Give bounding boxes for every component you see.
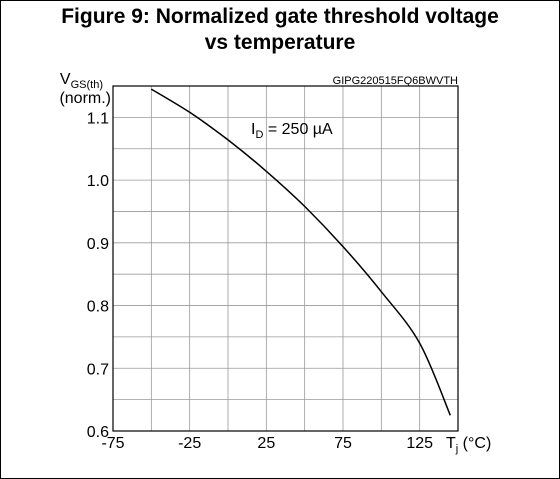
y-tick-label: 0.9 — [87, 236, 109, 253]
annotation-value: = 250 µA — [263, 121, 333, 138]
y-tick-label: 0.8 — [87, 299, 109, 316]
x-tick-label: 25 — [257, 435, 275, 452]
figure-title-line1: Figure 9: Normalized gate threshold volt… — [61, 5, 499, 28]
x-axis-label: Tj (°C) — [446, 435, 491, 455]
annotation-main: I — [251, 121, 255, 138]
y-tick-label: 0.6 — [87, 424, 109, 441]
data-series-line — [150, 88, 451, 416]
tick-labels: -75 -25 25 75 125 0.6 0.7 0.8 0.9 1.0 1.1 — [87, 110, 433, 452]
x-tick-label: 75 — [334, 435, 352, 452]
y-tick-label: 1.0 — [87, 173, 109, 190]
y-axis-label-units: (norm.) — [59, 90, 111, 107]
x-tick-label: 125 — [406, 435, 433, 452]
x-axis-label-unit: (°C) — [458, 435, 491, 452]
x-axis-label-main: T — [446, 435, 456, 452]
annotation-subscript: D — [255, 129, 263, 141]
y-axis-label: VGS(th) — [60, 71, 103, 91]
y-axis-label-main: V — [60, 71, 71, 88]
figure-title-line2: vs temperature — [204, 31, 356, 54]
figure-code: GIPG220515FQ6BWVTH — [333, 75, 458, 87]
plot-border — [112, 85, 459, 432]
test-condition-annotation: ID = 250 µA — [251, 121, 333, 141]
x-tick-label: -75 — [101, 435, 124, 452]
figure-title: Figure 9: Normalized gate threshold volt… — [0, 4, 560, 56]
x-tick-label: -25 — [178, 435, 201, 452]
y-axis-label-subscript: GS(th) — [71, 79, 103, 91]
y-tick-label: 0.7 — [87, 361, 109, 378]
y-tick-label: 1.1 — [87, 110, 109, 127]
x-axis-label-subscript: j — [455, 443, 458, 455]
